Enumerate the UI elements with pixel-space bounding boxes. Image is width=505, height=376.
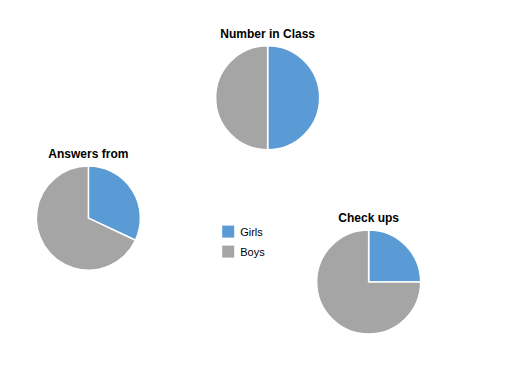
pie bbox=[36, 166, 140, 270]
legend-label: Girls bbox=[240, 226, 263, 238]
pie-slice bbox=[268, 46, 320, 150]
pie-slice bbox=[216, 46, 268, 150]
pie-title: Answers from bbox=[48, 147, 128, 161]
legend: Girls Boys bbox=[222, 226, 265, 258]
legend-swatch bbox=[222, 226, 234, 238]
pie bbox=[216, 46, 320, 150]
legend-label: Boys bbox=[240, 246, 265, 258]
pie-slice bbox=[369, 230, 421, 282]
chart: Number in Class Answers from Check ups Girl… bbox=[0, 0, 505, 376]
pie-slice bbox=[36, 166, 135, 270]
legend-item: Girls bbox=[222, 226, 263, 238]
pie-title: Check ups bbox=[338, 211, 399, 225]
legend-item: Boys bbox=[222, 246, 265, 258]
pie bbox=[317, 230, 421, 334]
pie-title: Number in Class bbox=[220, 27, 315, 41]
pie-slice bbox=[317, 230, 421, 334]
legend-swatch bbox=[222, 246, 234, 258]
